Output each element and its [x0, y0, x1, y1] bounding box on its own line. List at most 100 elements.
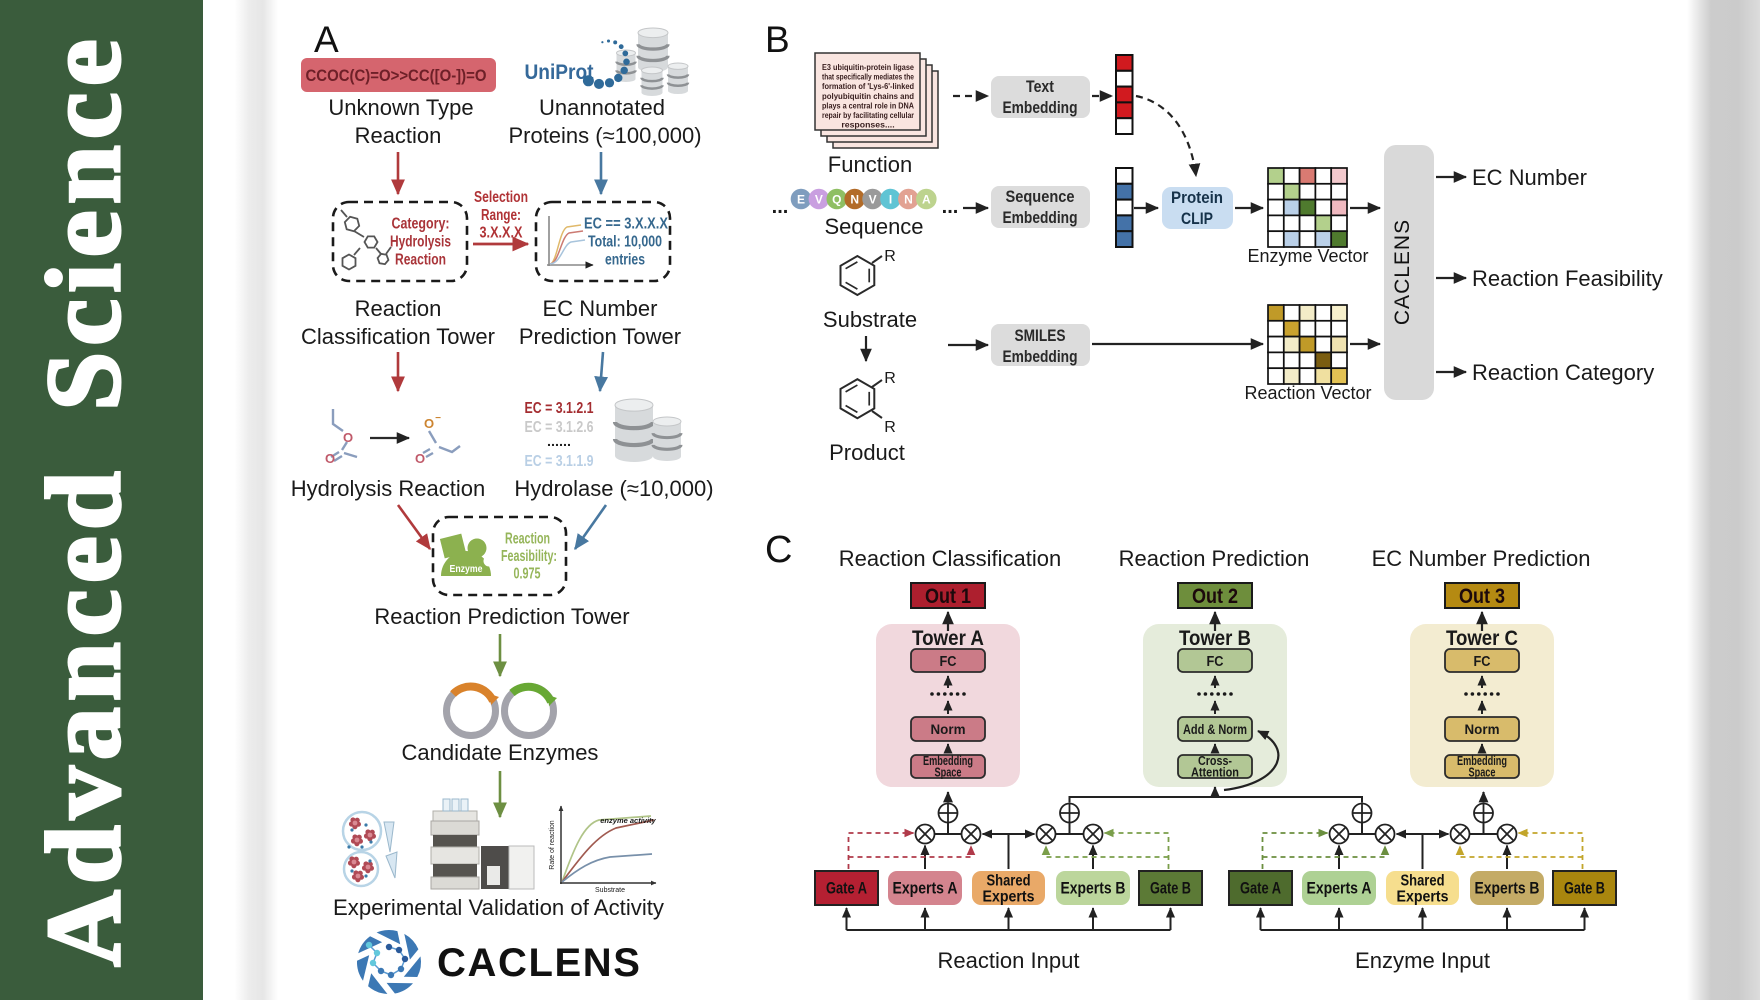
svg-text:Product: Product [829, 440, 905, 465]
svg-text:CCOC(C)=O>>CC([O-])=O: CCOC(C)=O>>CC([O-])=O [306, 66, 487, 85]
svg-text:UniProt: UniProt [525, 61, 594, 84]
svg-text:Classification Tower: Classification Tower [301, 324, 495, 349]
svg-text:Gate A: Gate A [826, 879, 867, 898]
svg-text:responses....: responses.... [841, 121, 894, 130]
svg-text:Shared: Shared [987, 873, 1031, 890]
svg-text:......: ...... [547, 433, 571, 449]
svg-text:I: I [889, 193, 892, 207]
svg-text:Reaction: Reaction [355, 296, 442, 321]
svg-text:repair by facilitating cellula: repair by facilitating cellular [822, 111, 914, 120]
svg-text:Category:: Category: [392, 216, 450, 233]
svg-text:Text: Text [1026, 77, 1054, 96]
svg-text:Experts B: Experts B [1475, 879, 1540, 898]
svg-text:Selection: Selection [474, 189, 528, 206]
svg-text:Sequence: Sequence [824, 214, 923, 239]
svg-text:Range:: Range: [481, 207, 521, 224]
svg-text:CLIP: CLIP [1181, 209, 1213, 228]
svg-text:E: E [797, 193, 805, 207]
svg-text:B: B [765, 19, 790, 60]
svg-text:Gate B: Gate B [1564, 879, 1605, 898]
svg-text:formation of 'Lys-6'-linked: formation of 'Lys-6'-linked [822, 82, 914, 91]
svg-text:V: V [869, 193, 877, 207]
svg-text:Norm: Norm [931, 722, 966, 737]
svg-text:FC: FC [1207, 654, 1224, 670]
svg-text:Hydrolysis: Hydrolysis [390, 234, 451, 251]
svg-text:Experts: Experts [983, 889, 1035, 906]
svg-text:O: O [415, 451, 425, 466]
svg-text:R: R [884, 419, 896, 436]
svg-text:EC Number: EC Number [1472, 165, 1587, 190]
svg-text:Tower A: Tower A [912, 627, 984, 650]
svg-text:Substrate: Substrate [823, 307, 917, 332]
svg-text:Cross-: Cross- [1198, 754, 1232, 768]
svg-text:Tower B: Tower B [1179, 627, 1251, 650]
svg-text:Enzyme Input: Enzyme Input [1355, 948, 1490, 973]
svg-text:Prediction Tower: Prediction Tower [519, 324, 681, 349]
svg-text:Out 1: Out 1 [925, 585, 971, 608]
svg-text:Enzyme Vector: Enzyme Vector [1247, 246, 1368, 266]
svg-text:Reaction: Reaction [395, 252, 446, 269]
svg-text:N: N [904, 193, 913, 207]
svg-text:SMILES: SMILES [1015, 326, 1066, 345]
svg-text:Q: Q [832, 193, 841, 207]
svg-text:Tower C: Tower C [1446, 627, 1518, 650]
svg-text:EC = 3.1.2.1: EC = 3.1.2.1 [525, 400, 594, 417]
svg-text:Embedding: Embedding [1457, 754, 1507, 768]
svg-text:Embedding: Embedding [1003, 347, 1078, 366]
svg-text:that specifically mediates the: that specifically mediates the [822, 73, 915, 82]
svg-text:E3 ubiquitin-protein ligase: E3 ubiquitin-protein ligase [822, 63, 915, 72]
svg-text:Total: 10,000: Total: 10,000 [588, 234, 662, 251]
svg-text:Enzyme: Enzyme [450, 564, 483, 575]
svg-text:plays a central role in DNA: plays a central role in DNA [822, 101, 914, 110]
svg-text:FC: FC [940, 654, 957, 670]
svg-text:Shared: Shared [1401, 873, 1445, 890]
svg-text:Reaction Prediction Tower: Reaction Prediction Tower [374, 604, 629, 629]
svg-text:Reaction Category: Reaction Category [1472, 360, 1654, 385]
svg-text:...: ... [772, 196, 789, 218]
svg-text:Add & Norm: Add & Norm [1183, 722, 1247, 737]
svg-text:Reaction Prediction: Reaction Prediction [1119, 546, 1310, 571]
svg-text:Reaction: Reaction [505, 531, 550, 548]
svg-text:Experts A: Experts A [1307, 879, 1372, 898]
svg-text:FC: FC [1474, 654, 1491, 670]
svg-text:O: O [325, 451, 335, 466]
svg-text:Gate A: Gate A [1240, 879, 1281, 898]
svg-text:...: ... [942, 196, 959, 218]
svg-text:Out 3: Out 3 [1459, 585, 1505, 608]
svg-text:EC == 3.X.X.X: EC == 3.X.X.X [584, 216, 669, 233]
svg-text:Gate B: Gate B [1150, 879, 1191, 898]
svg-text:R: R [884, 370, 896, 387]
svg-text:A: A [922, 193, 931, 207]
svg-text:Reaction Input: Reaction Input [938, 948, 1080, 973]
svg-text:polyubiquitin chains and: polyubiquitin chains and [822, 92, 914, 101]
svg-text:C: C [765, 529, 792, 571]
svg-text:Unannotated: Unannotated [539, 95, 665, 120]
svg-text:Candidate Enzymes: Candidate Enzymes [402, 740, 599, 765]
svg-text:0.975: 0.975 [514, 566, 541, 583]
svg-text:Reaction: Reaction [355, 123, 442, 148]
svg-text:CACLENS: CACLENS [1391, 219, 1414, 325]
svg-text:Reaction Classification: Reaction Classification [839, 546, 1062, 571]
svg-text:Advanced Science: Advanced Science [25, 33, 142, 967]
svg-text:enzyme activity: enzyme activity [600, 816, 656, 825]
svg-text:CACLENS: CACLENS [437, 941, 642, 985]
svg-text:Space: Space [935, 766, 962, 780]
svg-text:Reaction Vector: Reaction Vector [1244, 383, 1371, 403]
svg-text:A: A [314, 19, 339, 60]
svg-text:−: − [435, 413, 441, 424]
svg-text:Experts B: Experts B [1061, 879, 1126, 898]
svg-text:Function: Function [828, 152, 912, 177]
svg-text:Proteins (≈100,000): Proteins (≈100,000) [508, 123, 701, 148]
svg-text:3.X.X.X: 3.X.X.X [480, 225, 524, 242]
svg-text:Sequence: Sequence [1006, 187, 1075, 206]
svg-text:Attention: Attention [1191, 766, 1239, 780]
svg-text:R: R [884, 248, 896, 265]
svg-text:Substrate: Substrate [595, 887, 625, 894]
svg-text:Hydrolase (≈10,000): Hydrolase (≈10,000) [514, 476, 713, 501]
svg-text:Out 2: Out 2 [1192, 585, 1238, 608]
svg-text:Embedding: Embedding [1003, 208, 1078, 227]
svg-text:Experimental Validation of Act: Experimental Validation of Activity [333, 895, 664, 920]
svg-text:EC Number Prediction: EC Number Prediction [1372, 546, 1591, 571]
svg-text:Embedding: Embedding [1003, 98, 1078, 117]
svg-text:N: N [850, 193, 859, 207]
